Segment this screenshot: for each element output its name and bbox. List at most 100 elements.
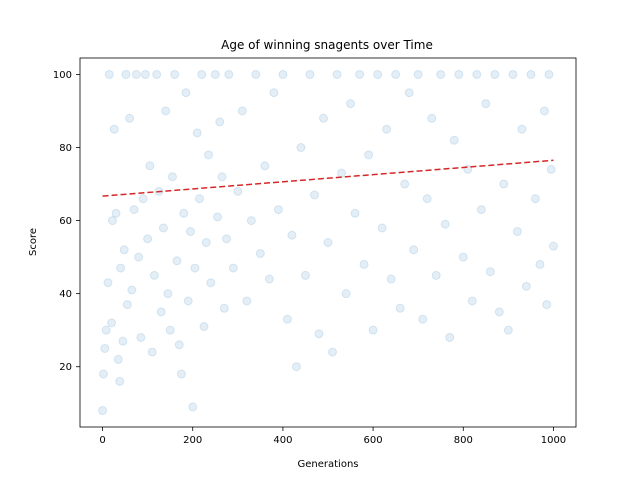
data-point [273, 205, 283, 215]
data-point [149, 270, 159, 280]
data-point [542, 300, 552, 310]
data-point [413, 69, 423, 79]
x-tick-label: 200 [183, 435, 202, 446]
data-point [190, 263, 200, 273]
data-point [436, 69, 446, 79]
data-point [158, 223, 168, 233]
data-point [359, 259, 369, 269]
data-point [119, 245, 129, 255]
chart-title: Age of winning snagents over Time [221, 38, 433, 52]
data-point [181, 88, 191, 98]
data-point [526, 69, 536, 79]
data-point [548, 241, 558, 251]
data-point [194, 194, 204, 204]
data-point [210, 69, 220, 79]
data-point [544, 69, 554, 79]
data-point [481, 99, 491, 109]
data-point [156, 307, 166, 317]
data-point [382, 124, 392, 134]
data-point [217, 172, 227, 182]
data-point [454, 69, 464, 79]
data-point [138, 194, 148, 204]
data-point [467, 296, 477, 306]
data-point [458, 252, 468, 262]
data-point [278, 69, 288, 79]
data-point [121, 69, 131, 79]
data-point [152, 69, 162, 79]
data-point [242, 296, 252, 306]
data-point [364, 150, 374, 160]
trend-line [102, 159, 554, 197]
x-axis-label: Generations [298, 459, 359, 470]
data-point [404, 88, 414, 98]
data-point [472, 69, 482, 79]
data-point [204, 150, 214, 160]
data-point [485, 267, 495, 277]
data-point [113, 354, 123, 364]
y-axis-label: Score [28, 228, 39, 256]
y-axis: 20 40 60 80 100 [53, 70, 80, 373]
data-point [134, 252, 144, 262]
data-point [104, 69, 114, 79]
data-point [125, 113, 135, 123]
data-point [445, 332, 455, 342]
data-point [546, 164, 556, 174]
data-point [373, 69, 383, 79]
data-point [431, 270, 441, 280]
data-point [508, 69, 518, 79]
data-point [255, 248, 265, 258]
data-point [314, 329, 324, 339]
data-point [512, 227, 522, 237]
data-point [143, 234, 153, 244]
data-point [355, 69, 365, 79]
data-point [337, 168, 347, 178]
x-tick-label: 600 [364, 435, 383, 446]
data-point [174, 340, 184, 350]
data-point [107, 318, 117, 328]
data-point [418, 314, 428, 324]
data-point [341, 289, 351, 299]
data-point [427, 113, 437, 123]
data-point [368, 325, 378, 335]
data-point [222, 234, 232, 244]
data-point [490, 69, 500, 79]
data-point [305, 69, 315, 79]
data-point [291, 362, 301, 372]
data-point [300, 270, 310, 280]
data-point [503, 325, 513, 335]
data-point [136, 332, 146, 342]
data-point [318, 113, 328, 123]
data-point [251, 69, 261, 79]
y-tick-label: 100 [53, 70, 72, 81]
data-point [346, 99, 356, 109]
data-point [350, 208, 360, 218]
data-point [391, 69, 401, 79]
data-point [127, 285, 137, 295]
data-point [167, 172, 177, 182]
data-point [183, 296, 193, 306]
data-point [129, 205, 139, 215]
data-point [116, 263, 126, 273]
data-point [100, 343, 110, 353]
data-point [228, 263, 238, 273]
data-point [237, 106, 247, 116]
data-point [118, 336, 128, 346]
data-point [98, 369, 108, 379]
data-point [309, 190, 319, 200]
data-point [440, 219, 450, 229]
y-tick-label: 40 [59, 289, 72, 300]
data-point [215, 117, 225, 127]
data-point [246, 216, 256, 226]
data-point [122, 300, 132, 310]
data-point [188, 402, 198, 412]
data-point [282, 314, 292, 324]
data-point [517, 124, 527, 134]
data-point [400, 179, 410, 189]
data-point [192, 128, 202, 138]
data-point [296, 143, 306, 153]
data-point [185, 227, 195, 237]
data-point [172, 256, 182, 266]
data-point [206, 278, 216, 288]
data-point [260, 161, 270, 171]
data-point [147, 347, 157, 357]
